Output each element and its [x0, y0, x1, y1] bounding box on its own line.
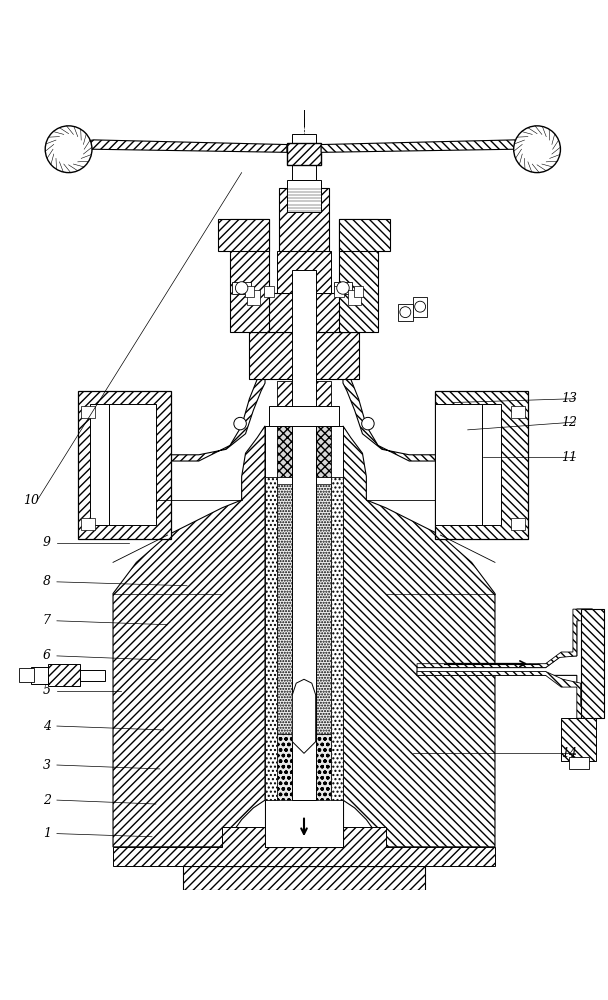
Circle shape	[362, 417, 374, 430]
Polygon shape	[321, 140, 539, 155]
Bar	[245, 286, 254, 297]
Bar	[222, 847, 386, 866]
Bar	[232, 282, 251, 294]
Text: 12: 12	[561, 416, 577, 429]
Bar	[31, 667, 48, 684]
Bar	[306, 484, 331, 734]
Bar	[334, 286, 344, 297]
Bar	[435, 391, 528, 539]
Polygon shape	[292, 679, 316, 753]
Text: 14: 14	[561, 747, 577, 760]
Bar	[277, 734, 331, 800]
Text: 13: 13	[561, 392, 577, 405]
Bar	[292, 134, 316, 180]
Bar	[339, 219, 378, 332]
Circle shape	[235, 282, 248, 294]
Bar	[511, 406, 525, 418]
Bar	[323, 800, 343, 847]
Text: 4: 4	[43, 720, 51, 733]
Bar	[81, 406, 95, 418]
Bar	[81, 518, 95, 530]
Text: 5: 5	[43, 684, 51, 697]
Bar	[277, 251, 331, 293]
Bar	[511, 518, 525, 530]
Bar	[569, 757, 589, 769]
Text: 3: 3	[43, 759, 51, 772]
Bar	[58, 670, 105, 681]
Bar	[230, 219, 269, 332]
Bar	[183, 866, 425, 890]
Text: 10: 10	[23, 493, 40, 506]
Bar	[89, 404, 109, 525]
Polygon shape	[168, 375, 265, 461]
Bar	[277, 484, 302, 734]
Bar	[78, 391, 171, 539]
Circle shape	[337, 282, 349, 294]
Bar	[287, 143, 321, 165]
Bar	[218, 219, 269, 251]
Polygon shape	[113, 827, 495, 866]
Polygon shape	[343, 426, 495, 847]
Bar	[264, 286, 274, 297]
Circle shape	[45, 126, 92, 173]
Circle shape	[415, 301, 426, 312]
Polygon shape	[331, 477, 343, 800]
Bar	[561, 718, 596, 761]
Polygon shape	[417, 609, 592, 668]
Bar	[277, 381, 331, 408]
Polygon shape	[265, 477, 277, 800]
Text: 8: 8	[43, 575, 51, 588]
Polygon shape	[113, 426, 265, 847]
Text: 9: 9	[43, 536, 51, 549]
Text: 1: 1	[43, 827, 51, 840]
Bar	[354, 286, 363, 297]
Bar	[48, 664, 80, 686]
Bar	[277, 422, 331, 477]
Text: 11: 11	[561, 451, 577, 464]
Bar	[339, 219, 390, 251]
Bar	[435, 404, 482, 525]
Circle shape	[514, 126, 561, 173]
Bar	[334, 282, 352, 294]
Bar	[249, 332, 359, 379]
Bar	[269, 406, 339, 426]
Polygon shape	[343, 375, 440, 461]
Text: 2: 2	[43, 794, 51, 807]
Circle shape	[400, 307, 411, 318]
Bar	[482, 404, 501, 525]
Bar	[265, 426, 343, 847]
Text: 7: 7	[43, 614, 51, 627]
Text: 6: 6	[43, 649, 51, 662]
Polygon shape	[417, 671, 592, 718]
Bar	[292, 270, 316, 800]
Bar	[265, 800, 285, 847]
Bar	[247, 290, 260, 305]
Polygon shape	[417, 609, 592, 687]
Bar	[413, 297, 427, 317]
Bar	[398, 304, 413, 321]
Bar	[581, 609, 604, 718]
Bar	[348, 290, 361, 305]
Polygon shape	[66, 140, 287, 155]
Bar	[287, 180, 321, 212]
Bar	[109, 404, 156, 525]
Bar	[19, 668, 33, 682]
Circle shape	[234, 417, 246, 430]
Bar	[265, 800, 343, 847]
Bar	[261, 293, 347, 332]
Bar	[279, 188, 329, 251]
